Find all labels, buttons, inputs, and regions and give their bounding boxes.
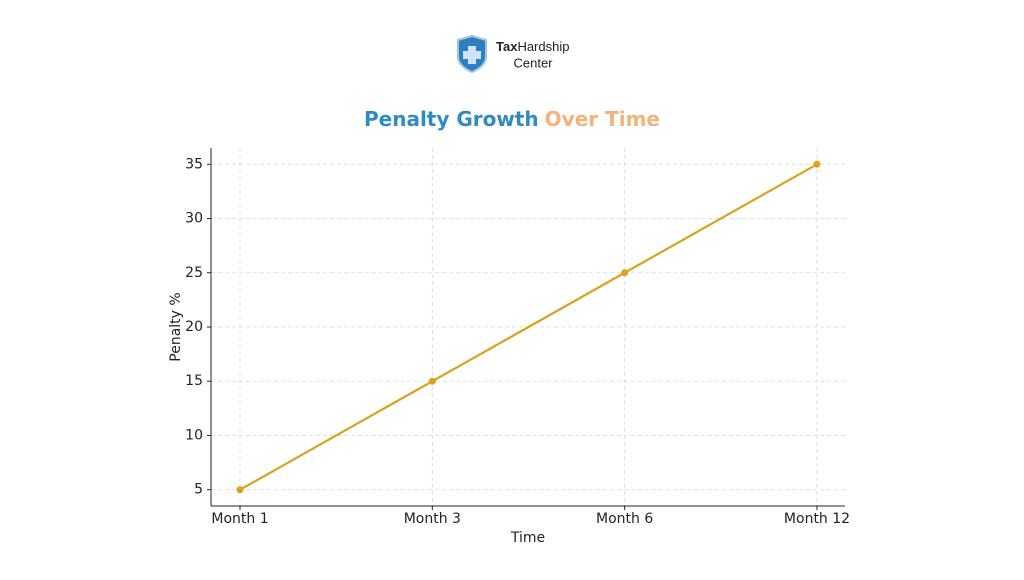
logo-bold: Tax: [496, 39, 518, 54]
x-tick-label: Month 6: [596, 511, 653, 527]
data-point: [621, 269, 629, 277]
y-tick-label: 5: [194, 482, 203, 498]
y-tick-label: 20: [185, 319, 203, 335]
y-tick-label: 25: [185, 265, 203, 281]
chart-title: Penalty Growth Over Time: [364, 107, 660, 131]
title-part: Penalty Growth: [364, 107, 539, 131]
x-tick-label: Month 12: [784, 511, 850, 527]
data-point: [428, 377, 436, 385]
logo-cross: [463, 46, 481, 64]
data-line: [239, 163, 818, 491]
x-axis-label: Time: [510, 530, 545, 546]
logo-regular: Hardship: [517, 39, 569, 54]
title-part: Over Time: [545, 107, 660, 131]
logo-line2: Center: [513, 55, 553, 70]
y-tick-label: 15: [185, 373, 203, 389]
y-tick-label: 30: [185, 211, 203, 227]
y-axis-label: Penalty %: [168, 292, 184, 361]
x-tick-label: Month 3: [404, 511, 461, 527]
y-tick-label: 35: [185, 156, 203, 172]
data-point: [236, 486, 244, 494]
logo-text: TaxHardship: [496, 39, 569, 54]
y-tick-label: 10: [185, 427, 203, 443]
data-point: [813, 160, 821, 168]
x-tick-label: Month 1: [211, 511, 268, 527]
logo: TaxHardship Center: [457, 34, 569, 74]
